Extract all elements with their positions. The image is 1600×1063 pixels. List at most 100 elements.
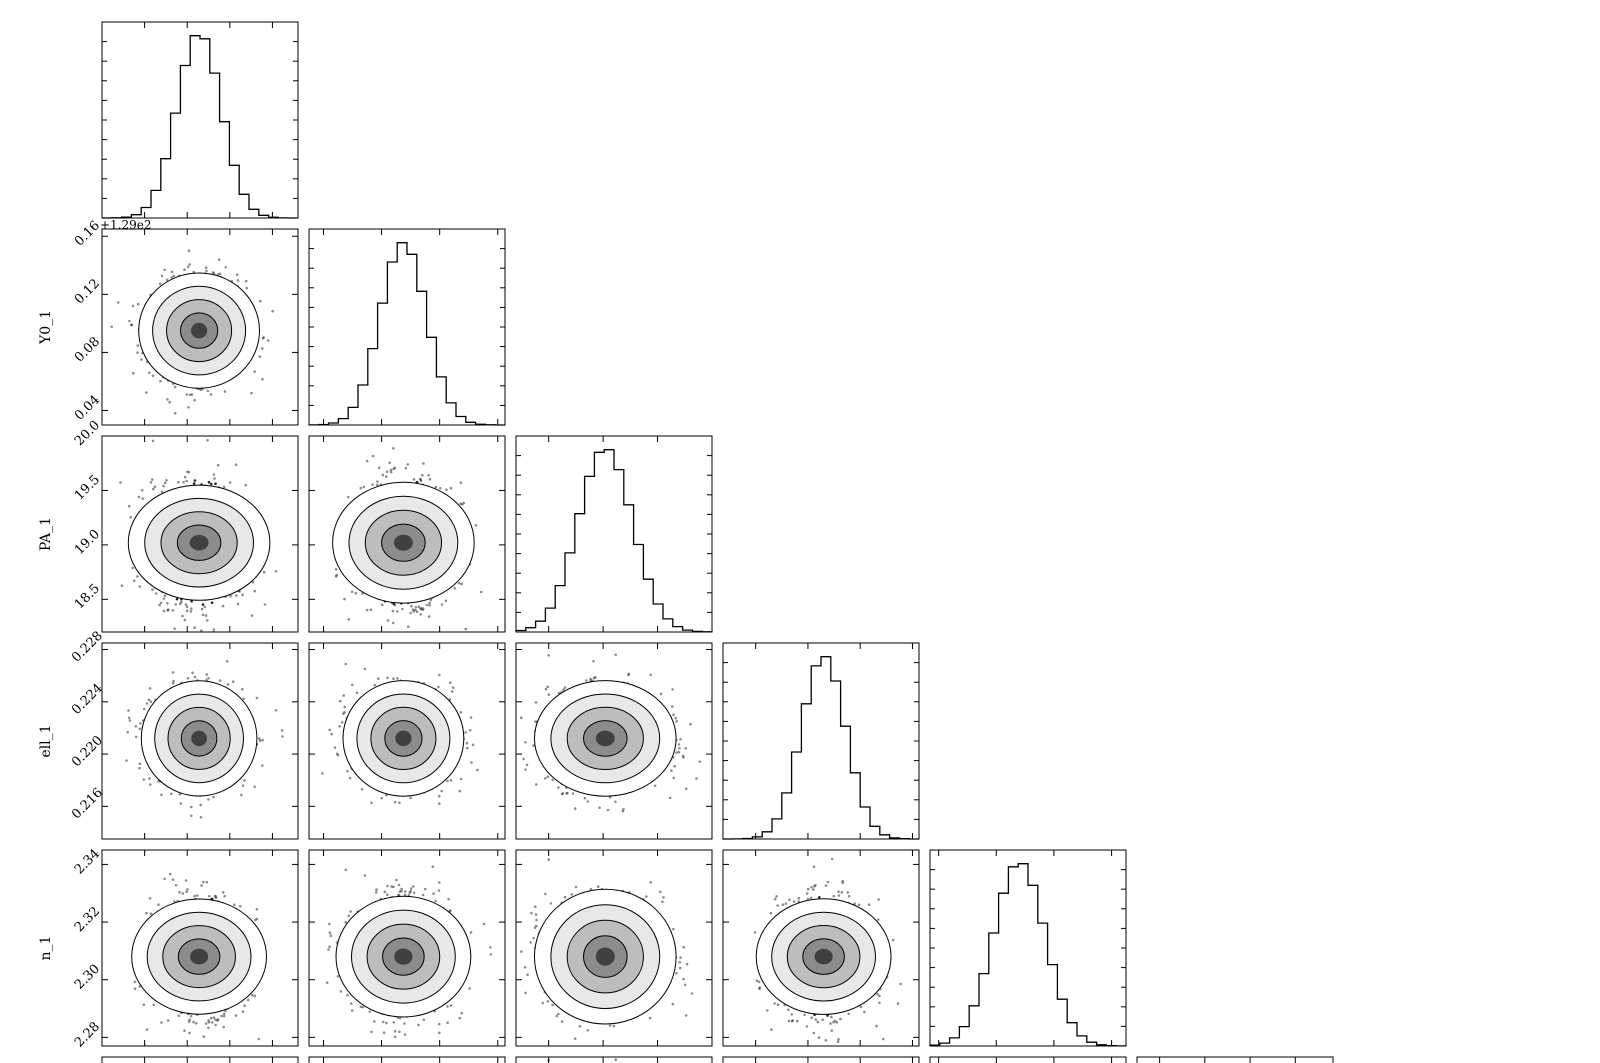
scatter-point (164, 482, 167, 485)
scatter-point (189, 394, 192, 397)
scatter-X0_1-vs-PA_1: 18.519.019.520.0PA_1 (38, 418, 298, 633)
scatter-point (254, 590, 257, 593)
scatter-point (223, 486, 226, 489)
scatter-point (163, 597, 166, 600)
scatter-point (121, 584, 124, 587)
scatter-point (145, 391, 148, 394)
scatter-point (236, 273, 239, 276)
scatter-point (450, 487, 453, 490)
scatter-point (213, 477, 216, 480)
scatter-point (428, 615, 431, 618)
scatter-point (151, 588, 154, 591)
scatter-point (386, 471, 389, 474)
scatter-point (407, 625, 410, 628)
scatter-point (129, 719, 132, 722)
scatter-point (150, 700, 153, 703)
scatter-point (193, 482, 196, 485)
y-tick-label: 18.5 (72, 581, 103, 612)
scatter-point (207, 390, 210, 393)
scatter-point (207, 798, 210, 801)
y-axis-label: Y0_1 (38, 310, 54, 345)
scatter-point (348, 618, 351, 621)
scatter-point (148, 699, 151, 702)
scatter-point (241, 688, 244, 691)
scatter-point (171, 271, 174, 274)
scatter-point (141, 497, 144, 500)
scatter-point (392, 622, 395, 625)
scatter-point (165, 479, 168, 482)
scatter-point (173, 628, 176, 631)
scatter-point (193, 399, 196, 402)
scatter-point (183, 268, 186, 271)
scatter-point (185, 603, 188, 606)
scatter-point (186, 606, 189, 609)
scatter-point (187, 266, 190, 269)
scatter-point (225, 266, 228, 269)
scatter-point (132, 305, 135, 308)
scatter-point (152, 374, 155, 377)
scatter-point (385, 475, 388, 478)
scatter-point (378, 467, 381, 470)
scatter-Y0_1-vs-PA_1 (309, 436, 509, 632)
scatter-point (421, 609, 424, 612)
scatter-point (454, 587, 457, 590)
scatter-point (259, 355, 262, 358)
scatter-point (256, 697, 259, 700)
scatter-point (392, 468, 395, 471)
scatter-point (163, 269, 166, 272)
scatter-point (370, 608, 373, 611)
y-tick-label: 0.04 (72, 392, 103, 423)
scatter-point (351, 591, 354, 594)
scatter-point (458, 582, 461, 585)
scatter-point (275, 570, 278, 573)
scatter-point (211, 601, 214, 604)
scatter-point (235, 594, 238, 597)
scatter-point (267, 339, 270, 342)
scatter-point (152, 440, 155, 443)
scatter-point (253, 370, 256, 373)
scatter-point (186, 393, 189, 396)
scatter-point (139, 728, 142, 731)
scatter-point (407, 463, 410, 466)
scatter-point (184, 476, 187, 479)
scatter-point (166, 609, 169, 612)
scatter-point (174, 603, 177, 606)
scatter-point (251, 614, 254, 617)
scatter-point (416, 611, 419, 614)
scatter-point (396, 610, 399, 613)
scatter-point (172, 671, 175, 674)
scatter-point (188, 471, 191, 474)
scatter-point (237, 279, 240, 282)
scatter-point (135, 736, 138, 739)
scatter-point (261, 378, 264, 381)
scatter-point (366, 460, 369, 463)
scatter-point (159, 283, 162, 286)
scatter-point (405, 467, 408, 470)
scatter-point (141, 489, 144, 492)
scatter-point (187, 406, 190, 409)
scatter-point (149, 687, 152, 690)
scatter-point (281, 729, 284, 732)
scatter-point (181, 615, 184, 618)
scatter-point (445, 488, 448, 491)
panel-frame (309, 229, 505, 425)
scatter-point (139, 763, 142, 766)
scatter-point (131, 567, 134, 570)
scatter-point (136, 575, 139, 578)
scatter-point (242, 784, 245, 787)
scatter-point (460, 583, 463, 586)
scatter-point (161, 275, 164, 278)
scatter-point (206, 439, 209, 442)
scatter-point (194, 676, 197, 679)
scatter-point (240, 794, 243, 797)
scatter-point (150, 481, 153, 484)
scatter-point (219, 273, 222, 276)
scatter-point (158, 604, 161, 607)
scatter-point (177, 481, 180, 484)
scatter-point (394, 604, 397, 607)
histogram-PA_1 (516, 436, 712, 632)
scatter-point (166, 398, 169, 401)
scatter-point (202, 603, 205, 606)
scatter-point (261, 739, 264, 742)
scatter-point (200, 629, 203, 632)
